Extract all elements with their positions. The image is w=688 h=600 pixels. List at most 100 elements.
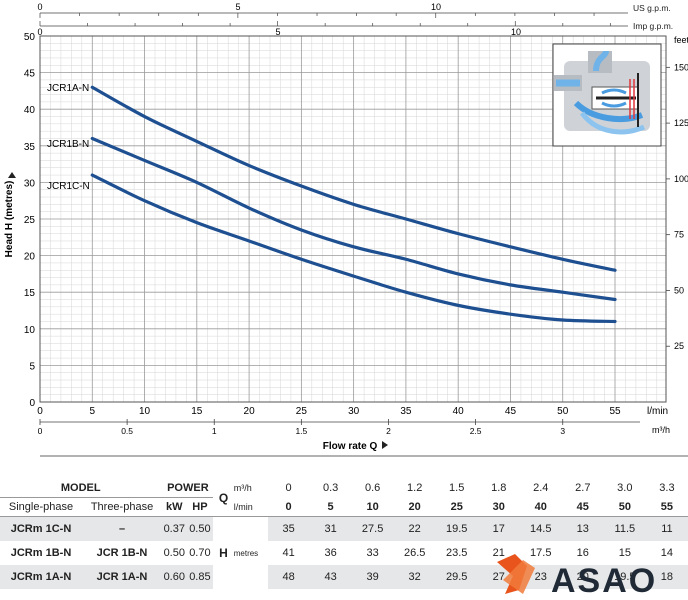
y-tick-label: 40 bbox=[24, 105, 36, 116]
x-tick-label: 20 bbox=[244, 406, 256, 417]
x-axis-ticks: 0 5 10 15 20 25 30 35 40 45 50 55 bbox=[37, 406, 621, 417]
y-tick-label: 45 bbox=[24, 69, 36, 80]
head-value: 29.5 bbox=[435, 565, 478, 589]
head-value: 18 bbox=[645, 565, 688, 589]
m3h-value: 0 bbox=[285, 482, 292, 495]
y-tick-label: 30 bbox=[24, 178, 36, 189]
three-phase-model: – bbox=[82, 516, 162, 541]
m3h-tick-label: 3 bbox=[560, 426, 565, 436]
y-axis-label: Head H (metres) bbox=[4, 181, 15, 258]
lmin-value: 40 bbox=[534, 500, 547, 513]
series-lines bbox=[90, 85, 617, 324]
series-line-jcr1a-n bbox=[90, 85, 617, 272]
pump-cross-section-illustration bbox=[552, 43, 662, 147]
head-value: 41 bbox=[282, 547, 295, 559]
hp-header: HP bbox=[192, 501, 208, 513]
plot-frame bbox=[39, 35, 667, 403]
feet-label: feet bbox=[674, 35, 688, 45]
m3h-value: 1.5 bbox=[449, 482, 465, 495]
head-value: 35 bbox=[267, 516, 310, 541]
series-line-jcr1c-n bbox=[90, 173, 617, 324]
q-header: Q bbox=[218, 490, 229, 505]
head-value: 26.5 bbox=[403, 547, 426, 559]
m3h-value: 0.3 bbox=[322, 482, 339, 495]
head-value: 22 bbox=[393, 516, 436, 541]
single-phase-model: JCRm 1B-N bbox=[10, 547, 72, 559]
hp-value: 0.50 bbox=[186, 516, 214, 541]
model-header: MODEL bbox=[0, 479, 162, 498]
asao-logo: ASAO bbox=[497, 554, 657, 600]
y-axis-ticks: 0 5 10 15 20 25 30 35 40 45 50 bbox=[24, 32, 36, 409]
lmin-value: 45 bbox=[576, 500, 589, 513]
pump-performance-chart: US g.p.m. Imp g.p.m. 0 5 10 0 5 10 05101… bbox=[4, 2, 688, 457]
head-value: 21 bbox=[492, 547, 505, 559]
x-tick-label: 40 bbox=[453, 406, 465, 417]
x-tick-label: 10 bbox=[139, 406, 151, 417]
m3h-tick-label: 2 bbox=[386, 426, 391, 436]
m3h-axis-ticks: 0 0.5 1 1.5 2 2.5 3 bbox=[38, 419, 565, 436]
x-tick-label: 30 bbox=[348, 406, 360, 417]
lmin-value: 30 bbox=[492, 500, 505, 513]
head-value: 31 bbox=[309, 516, 352, 541]
m3h-tick-label: 2.5 bbox=[470, 426, 482, 436]
lmin-label: l/min bbox=[647, 406, 668, 417]
y-tick-label: 5 bbox=[29, 361, 35, 372]
m3h-tick-label: 0 bbox=[38, 426, 43, 436]
single-phase-model: JCRm 1A-N bbox=[0, 565, 83, 589]
imp-gpm-tick-0: 0 bbox=[37, 27, 42, 37]
head-value: 19.5 bbox=[435, 516, 478, 541]
us-gpm-label: US g.p.m. bbox=[633, 3, 671, 13]
imp-gpm-tick-5: 5 bbox=[275, 27, 280, 37]
table-row: JCRm 1C-N – 0.37 0.50 35 31 27.5 22 19.5… bbox=[0, 516, 688, 541]
y-tick-label: 20 bbox=[24, 252, 36, 263]
y-axis-arrow-icon bbox=[8, 172, 16, 178]
m3h-unit: m³/h bbox=[233, 483, 252, 494]
m3h-value: 3.0 bbox=[617, 482, 633, 495]
head-value: 15 bbox=[618, 547, 631, 559]
feet-tick-label: 150 bbox=[674, 62, 688, 72]
m3h-label: m³/h bbox=[652, 425, 670, 435]
lmin-value: 20 bbox=[408, 500, 421, 513]
head-value: 11 bbox=[645, 516, 688, 541]
imp-gpm-label: Imp g.p.m. bbox=[633, 21, 673, 31]
feet-tick-label: 100 bbox=[674, 174, 688, 184]
m3h-tick-label: 0.5 bbox=[121, 426, 133, 436]
y-tick-label: 25 bbox=[24, 215, 36, 226]
m3h-value: 1.8 bbox=[491, 482, 507, 495]
x-tick-label: 45 bbox=[505, 406, 517, 417]
kw-value: 0.60 bbox=[161, 565, 187, 589]
lmin-unit: l/min bbox=[233, 501, 253, 512]
y-tick-label: 15 bbox=[24, 288, 36, 299]
kw-value: 0.37 bbox=[161, 516, 187, 541]
head-value: 48 bbox=[267, 565, 310, 589]
table-header-row-1: MODEL POWER Q m³/h 0 0.3 0.6 1.2 1.5 1.8… bbox=[0, 479, 688, 505]
feet-tick-label: 25 bbox=[674, 341, 684, 351]
x-tick-label: 5 bbox=[89, 406, 95, 417]
y-tick-label: 50 bbox=[24, 32, 36, 43]
m3h-value: 2.4 bbox=[533, 482, 549, 495]
single-phase-header: Single-phase bbox=[8, 501, 74, 513]
three-phase-header: Three-phase bbox=[90, 501, 154, 513]
lmin-value: 55 bbox=[660, 500, 674, 513]
lmin-value: 25 bbox=[450, 500, 463, 513]
head-value: 20 bbox=[561, 565, 604, 589]
x-tick-label: 15 bbox=[191, 406, 203, 417]
m3h-value: 0.6 bbox=[364, 482, 381, 495]
head-value: 39 bbox=[351, 565, 394, 589]
x-tick-label: 50 bbox=[557, 406, 569, 417]
y-tick-label: 10 bbox=[24, 325, 36, 336]
table-header-row-2: Single-phase Three-phase kW HP l/min 0 5… bbox=[0, 498, 688, 517]
series-label-jcr1c: JCR1C-N bbox=[47, 181, 90, 192]
m3h-tick-label: 1 bbox=[212, 426, 217, 436]
x-tick-label: 25 bbox=[296, 406, 308, 417]
three-phase-model: JCR 1B-N bbox=[96, 547, 148, 559]
top-ticks bbox=[39, 13, 611, 26]
logo-text: ASAO bbox=[551, 562, 657, 600]
head-value: 27.5 bbox=[351, 516, 394, 541]
power-header: POWER bbox=[161, 479, 214, 498]
lmin-value: 5 bbox=[327, 500, 334, 513]
feet-tick-label: 50 bbox=[674, 285, 684, 295]
x-tick-label: 55 bbox=[609, 406, 621, 417]
imp-gpm-tick-10: 10 bbox=[511, 27, 521, 37]
series-label-jcr1a: JCR1A-N bbox=[47, 83, 89, 94]
